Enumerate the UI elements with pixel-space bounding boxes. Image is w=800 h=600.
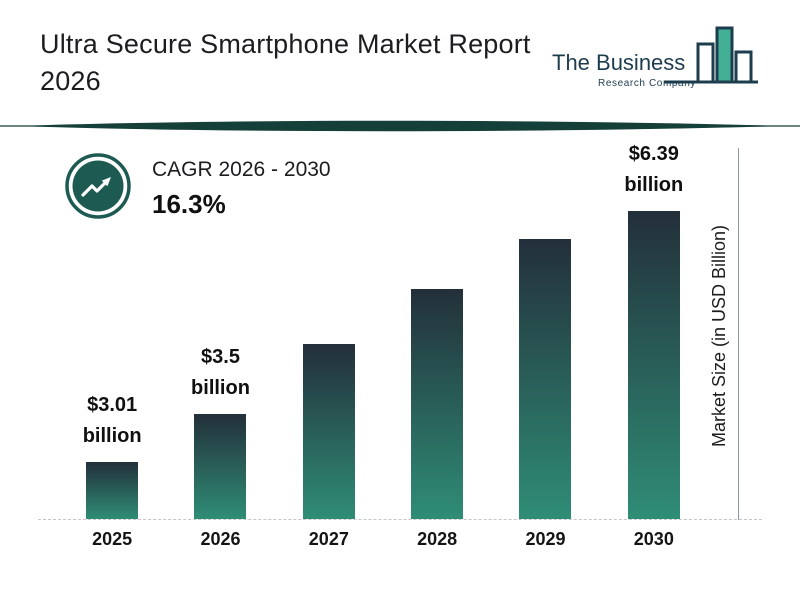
page-title-line2: 2026 bbox=[40, 66, 101, 97]
page-title-line1: Ultra Secure Smartphone Market Report bbox=[40, 29, 531, 59]
chart-bars: $3.01 billion $3.5 billion $6.39 billion bbox=[58, 139, 708, 519]
y-axis-line bbox=[737, 148, 739, 520]
x-tick-2026: 2026 bbox=[200, 529, 241, 549]
y-axis-label: Market Size (in USD Billion) bbox=[709, 224, 729, 448]
bar-2026 bbox=[194, 414, 247, 519]
bar-2029 bbox=[519, 239, 572, 519]
bar-column-2027 bbox=[275, 344, 383, 519]
x-tick-2029: 2029 bbox=[525, 529, 566, 549]
x-tick-2025: 2025 bbox=[92, 529, 133, 549]
cagr-block: CAGR 2026 - 2030 16.3% bbox=[64, 152, 331, 220]
bar-column-2029 bbox=[491, 239, 599, 519]
cagr-text: CAGR 2026 - 2030 16.3% bbox=[152, 152, 331, 220]
page-title: Ultra Secure Smartphone Market Report 20… bbox=[40, 26, 531, 101]
bar-value-label-2025: $3.01 billion bbox=[82, 394, 142, 447]
growth-arrow-icon bbox=[65, 153, 131, 219]
bar-column-2030: $6.39 billion bbox=[600, 139, 708, 519]
x-tick-2027: 2027 bbox=[308, 529, 349, 549]
bar-2027 bbox=[302, 344, 355, 519]
bar-column-2028 bbox=[383, 289, 491, 519]
logo-subname-text: Research Company bbox=[598, 78, 696, 89]
bar-2028 bbox=[411, 289, 464, 519]
cagr-label: CAGR 2026 - 2030 bbox=[152, 158, 331, 181]
x-tick-2030: 2030 bbox=[633, 529, 674, 549]
bar-2025 bbox=[86, 462, 139, 519]
bar-value-label-2026: $3.5 billion bbox=[191, 346, 250, 399]
x-tick-2028: 2028 bbox=[417, 529, 458, 549]
logo-name-text: The Business bbox=[552, 50, 685, 75]
x-axis: 2025 2026 2027 2028 2029 2030 bbox=[58, 529, 708, 550]
bar-column-2026: $3.5 billion bbox=[166, 342, 274, 519]
bar-value-label-2030: $6.39 billion bbox=[624, 143, 684, 196]
chart-baseline bbox=[38, 519, 762, 520]
bar-column-2025: $3.01 billion bbox=[58, 390, 166, 519]
bar-2030 bbox=[627, 211, 680, 519]
company-logo: The Business Research Company bbox=[552, 26, 758, 89]
cagr-value: 16.3% bbox=[152, 189, 226, 219]
divider-lens bbox=[0, 120, 800, 132]
logo-bars-icon bbox=[664, 26, 758, 84]
